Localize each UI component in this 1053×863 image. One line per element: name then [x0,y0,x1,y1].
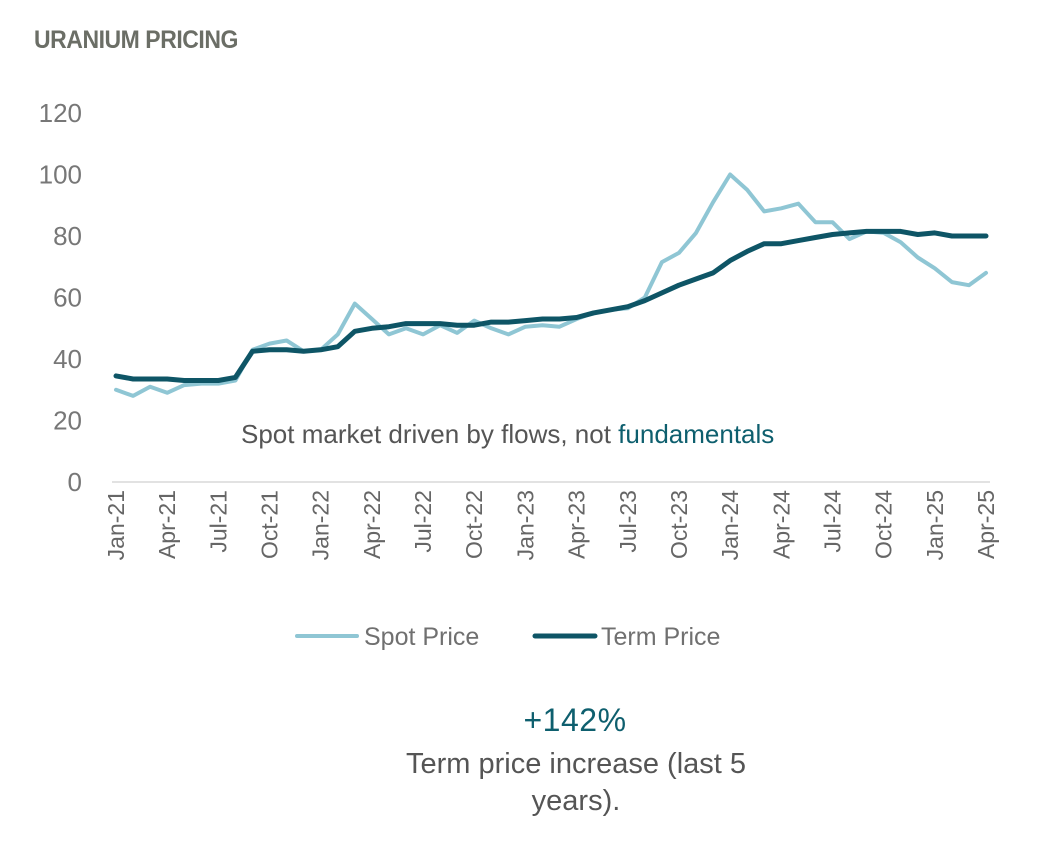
y-tick-label: 80 [53,221,82,251]
series-group [113,172,989,398]
stat-value: +142% [523,702,627,738]
stat-caption-line: Term price increase (last 5 [405,748,747,780]
x-tick-label: Apr-22 [359,490,385,559]
x-tick-label: Apr-24 [768,490,794,559]
x-tick-label: Jul-23 [615,490,641,553]
annotation-text: Spot market driven by flows, not [241,419,618,449]
y-tick-label: 20 [53,406,82,436]
x-tick-label: Jul-21 [205,490,231,553]
x-tick-label: Apr-25 [973,490,999,559]
stat-caption: Term price increase (last 5 years). [376,746,776,820]
chart-title: URANIUM PRICING [34,26,238,54]
y-axis: 0 20 40 60 80 100 120 [39,98,82,497]
stat-caption-line: years). [531,785,621,817]
legend: Spot Price Term Price [295,623,720,651]
x-tick-label: Oct-21 [257,490,283,559]
x-tick-label: Jul-24 [819,490,845,553]
y-tick-label: 120 [39,98,82,128]
x-tick-label: Jul-22 [410,490,436,553]
x-tick-label: Oct-24 [871,490,897,559]
x-tick-label: Oct-22 [461,490,487,559]
y-tick-label: 40 [53,344,82,374]
x-tick-label: Jan-23 [512,490,538,560]
x-tick-label: Apr-21 [154,490,180,559]
y-tick-label: 60 [53,283,82,313]
y-tick-label: 0 [68,467,82,497]
series-line-spot-price [114,172,988,398]
series-line-term-price [113,228,989,383]
x-tick-label: Jan-24 [717,490,743,561]
chart-annotation: Spot market driven by flows, not fundame… [241,419,774,449]
x-tick-label: Oct-23 [666,490,692,559]
x-axis: Jan-21 Apr-21 Jul-21 Oct-21 Jan-22 Apr-22 Jul-… [103,490,999,561]
x-tick-label: Apr-23 [564,490,590,559]
legend-label: Spot Price [364,623,479,651]
x-tick-label: Jan-22 [308,490,334,560]
line-chart: 0 20 40 60 80 100 120 Jan-21 Apr-21 Jul-21 Oct-21… [39,98,999,651]
x-tick-label: Jan-21 [103,490,129,560]
legend-label: Term Price [601,623,720,651]
x-tick-label: Jan-25 [922,490,948,560]
annotation-accent-text: fundamentals [618,419,774,449]
y-tick-label: 100 [39,160,82,190]
